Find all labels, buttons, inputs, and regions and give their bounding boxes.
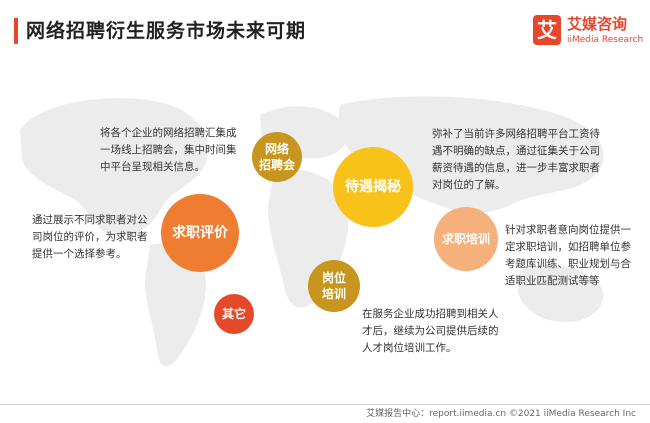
desc-line: 才后，继续为公司提供后续的 <box>362 325 499 337</box>
desc-line: 通过展示不同求职者对公 <box>32 214 148 226</box>
desc-line: 司岗位的评价，为求职者 <box>32 231 148 243</box>
node-job-training-label1: 岗位 <box>321 270 346 285</box>
desc-network-job-fair: 将各个企业的网络招聘汇集成 一场线上招聘会，集中时间集 中平台呈现相关信息。 <box>100 125 250 176</box>
desc-line: 中平台呈现相关信息。 <box>100 161 205 173</box>
node-other-label: 其它 <box>221 306 246 321</box>
desc-line: 定求职培训，如招聘单位参 <box>505 241 631 253</box>
node-other: 其它 <box>214 294 254 334</box>
desc-line: 提供一个选择参考。 <box>32 248 127 260</box>
desc-line: 将各个企业的网络招聘汇集成 <box>100 127 237 139</box>
node-job-training-label2: 培训 <box>321 287 346 301</box>
node-jobseeker-training: 求职培训 <box>434 207 498 271</box>
node-salary-reveal-label: 待遇揭秘 <box>345 178 401 195</box>
desc-line: 考题库训练、职业规划与合 <box>505 258 631 270</box>
title-accent-bar <box>14 18 18 44</box>
node-network-job-fair-label2: 招聘会 <box>258 158 295 172</box>
node-network-job-fair-label1: 网络 <box>264 141 289 156</box>
desc-line: 薪资待遇的信息，进一步丰富求职者 <box>432 162 600 174</box>
desc-job-training: 在服务企业成功招聘到相关人 才后，继续为公司提供后续的 人才岗位培训工作。 <box>362 306 522 357</box>
desc-line: 在服务企业成功招聘到相关人 <box>362 308 499 320</box>
desc-job-evaluation: 通过展示不同求职者对公 司岗位的评价，为求职者 提供一个选择参考。 <box>32 212 162 263</box>
iimedia-logo: 艾 艾媒咨询 iiMedia Research <box>533 15 643 51</box>
page-title: 网络招聘衍生服务市场未来可期 <box>26 20 307 42</box>
node-job-training: 岗位 培训 <box>308 260 360 312</box>
desc-line: 对岗位的了解。 <box>432 179 506 191</box>
node-network-job-fair: 网络 招聘会 <box>252 132 302 182</box>
desc-jobseeker-training: 针对求职者意向岗位提供一 定求职培训，如招聘单位参 考题库训练、职业规划与合 适… <box>505 222 645 290</box>
desc-line: 人才岗位培训工作。 <box>362 342 457 354</box>
logo-subtitle: iiMedia Research <box>567 35 644 45</box>
desc-line: 一场线上招聘会，集中时间集 <box>100 144 237 156</box>
node-job-evaluation-label: 求职评价 <box>172 224 228 241</box>
logo-name: 艾媒咨询 <box>567 15 628 33</box>
footer-source: 艾媒报告中心：report.iimedia.cn ©2021 iiMedia R… <box>366 409 636 419</box>
node-jobseeker-training-label: 求职培训 <box>441 231 490 246</box>
desc-line: 适职业匹配测试等等 <box>505 275 600 287</box>
footer-divider <box>0 404 650 405</box>
desc-line: 针对求职者意向岗位提供一 <box>505 224 631 236</box>
desc-line: 弥补了当前许多网络招聘平台工资待 <box>432 128 600 140</box>
node-salary-reveal: 待遇揭秘 <box>333 147 413 227</box>
desc-line: 遇不明确的缺点，通过征集关于公司 <box>432 145 600 157</box>
logo-mark: 艾 <box>533 15 561 45</box>
desc-salary-reveal: 弥补了当前许多网络招聘平台工资待 遇不明确的缺点，通过征集关于公司 薪资待遇的信… <box>432 126 632 194</box>
node-job-evaluation: 求职评价 <box>161 194 239 272</box>
